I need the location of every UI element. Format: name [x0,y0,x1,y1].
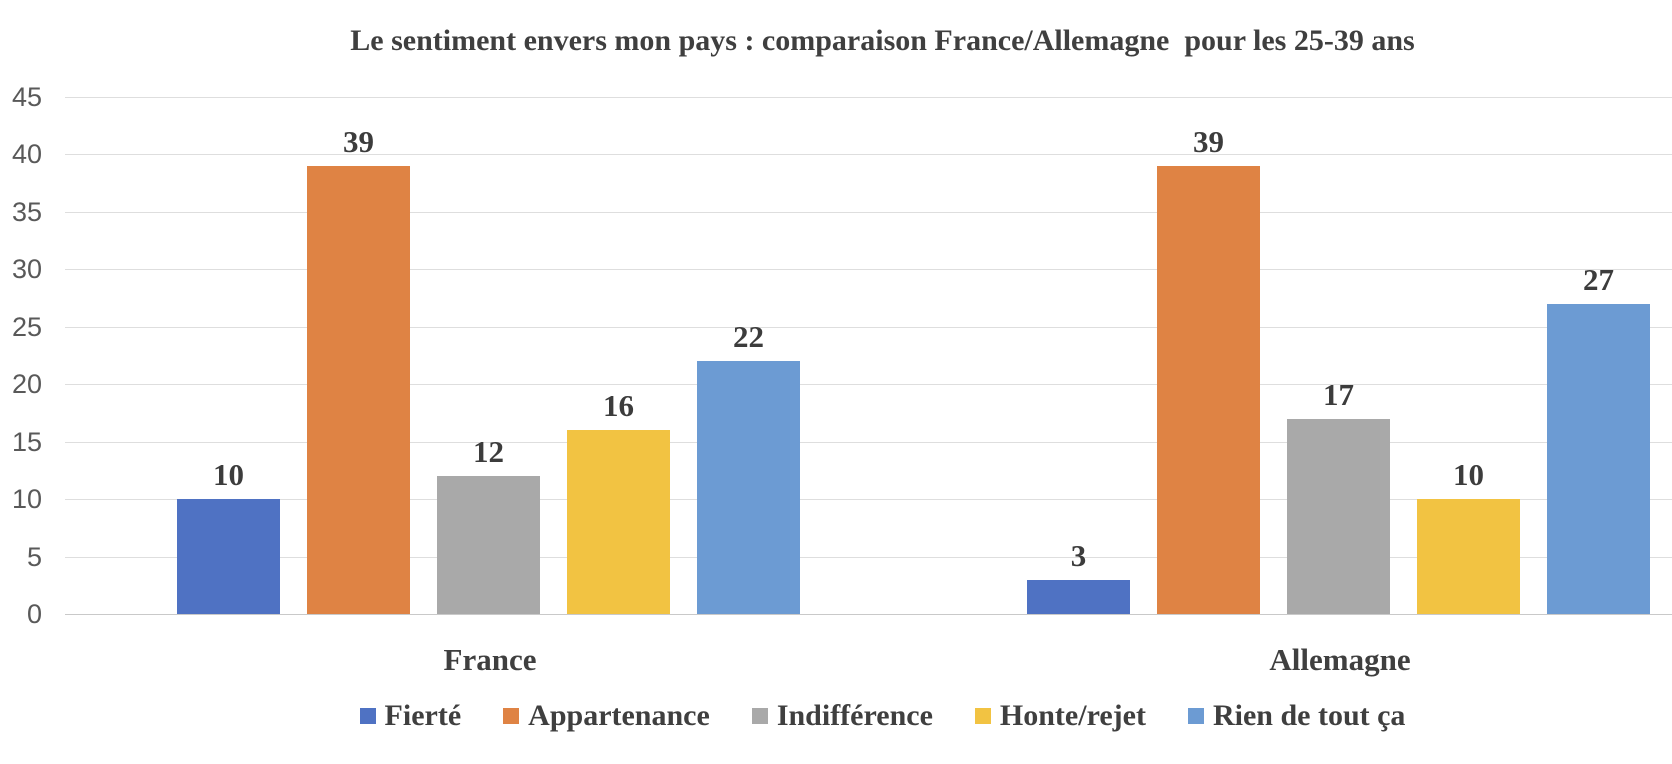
y-tick-label: 35 [11,197,42,227]
y-tick-label: 15 [11,427,42,457]
bar-value-label: 10 [213,457,244,492]
bar-Appartenance-Allemagne [1157,166,1260,614]
y-tick-label: 45 [11,82,42,112]
bar-value-label: 17 [1323,377,1354,412]
legend-swatch-icon [359,708,376,724]
legend-label: Indifférence [776,699,933,732]
bar-Rien de tout ça-Allemagne [1547,304,1650,614]
y-tick-label: 30 [11,254,42,284]
bar-Fierté-France [177,499,280,614]
bar-value-label: 39 [343,124,374,159]
gridline [65,97,1672,98]
legend-item-Indifférence: Indifférence [751,697,933,735]
y-tick-label: 25 [11,312,42,342]
legend-swatch-icon [503,708,520,724]
y-tick-label: 20 [11,369,42,399]
bar-Indifférence-France [437,476,540,614]
legend-swatch-icon [974,708,991,724]
y-tick-label: 5 [26,542,42,572]
bar-Fierté-Allemagne [1027,580,1130,614]
gridline [65,269,1672,270]
bar-Indifférence-Allemagne [1287,419,1390,614]
bar-value-label: 10 [1453,457,1484,492]
bar-value-label: 27 [1583,262,1614,297]
bar-value-label: 39 [1193,124,1224,159]
legend-item-Appartenance: Appartenance [503,697,710,735]
legend-label: Fierté [384,699,462,732]
bar-Appartenance-France [307,166,410,614]
gridline [65,212,1672,213]
legend-swatch-icon [751,708,768,724]
category-label-Allemagne: Allemagne [1269,642,1411,677]
legend: Fierté Appartenance Indifférence Honte/reje… [0,697,1672,735]
gridline [65,154,1672,155]
bar-value-label: 22 [733,319,764,354]
legend-label: Rien de tout ça [1212,699,1406,732]
legend-item-Rien de tout ça: Rien de tout ça [1187,697,1406,735]
bar-value-label: 16 [603,388,634,423]
y-tick-label: 10 [11,484,42,514]
category-label-France: France [443,642,537,677]
y-tick-label: 40 [11,139,42,169]
bar-Rien de tout ça-France [697,361,800,614]
y-tick-label: 0 [26,599,42,629]
bar-Honte/rejet-Allemagne [1417,499,1520,614]
legend-label: Appartenance [528,699,710,732]
gridline [65,442,1672,443]
gridline [65,499,1672,500]
legend-item-Fierté: Fierté [359,697,462,735]
legend-item-Honte/rejet: Honte/rejet [974,697,1146,735]
bar-value-label: 12 [473,434,504,469]
gridline [65,327,1672,328]
legend-swatch-icon [1187,708,1204,724]
gridline [65,557,1672,558]
bar-value-label: 3 [1070,538,1087,573]
legend-label: Honte/rejet [999,699,1146,732]
gridline [65,384,1672,385]
chart-title: Le sentiment envers mon pays : comparais… [350,24,1415,57]
bar-Honte/rejet-France [567,430,670,614]
x-axis-baseline [65,614,1672,615]
